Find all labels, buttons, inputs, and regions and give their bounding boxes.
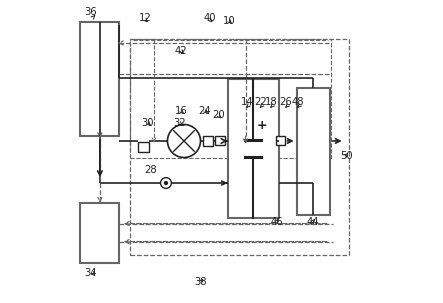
Text: 50: 50 [340,151,352,161]
Text: 32: 32 [173,118,186,128]
Circle shape [167,125,201,158]
Circle shape [160,178,171,188]
Text: 24: 24 [198,106,211,116]
Bar [215,136,225,145]
Text: 12: 12 [139,13,152,23]
Bar [138,142,149,152]
Circle shape [164,181,167,185]
Text: 46: 46 [271,217,284,227]
Text: 30: 30 [142,118,154,128]
Text: 34: 34 [85,268,97,278]
Text: 16: 16 [175,106,187,116]
Text: 44: 44 [307,217,319,227]
Text: 48: 48 [292,97,304,107]
Text: 40: 40 [203,13,216,23]
Text: 14: 14 [241,97,253,107]
Text: 26: 26 [280,97,292,107]
Text: +: + [256,119,267,132]
Text: 22: 22 [254,97,267,107]
Bar [203,136,213,146]
Text: 36: 36 [85,7,97,17]
Bar [130,39,331,158]
Text: 10: 10 [223,16,235,26]
Bar [80,22,120,136]
Bar [80,202,120,263]
Bar [296,88,330,215]
Text: 20: 20 [212,111,225,121]
Text: 42: 42 [175,46,187,56]
Bar [130,39,349,255]
Bar [228,79,279,218]
Text: 38: 38 [194,277,207,287]
Text: 28: 28 [144,165,157,175]
Bar [276,136,284,145]
Text: 18: 18 [265,97,277,107]
